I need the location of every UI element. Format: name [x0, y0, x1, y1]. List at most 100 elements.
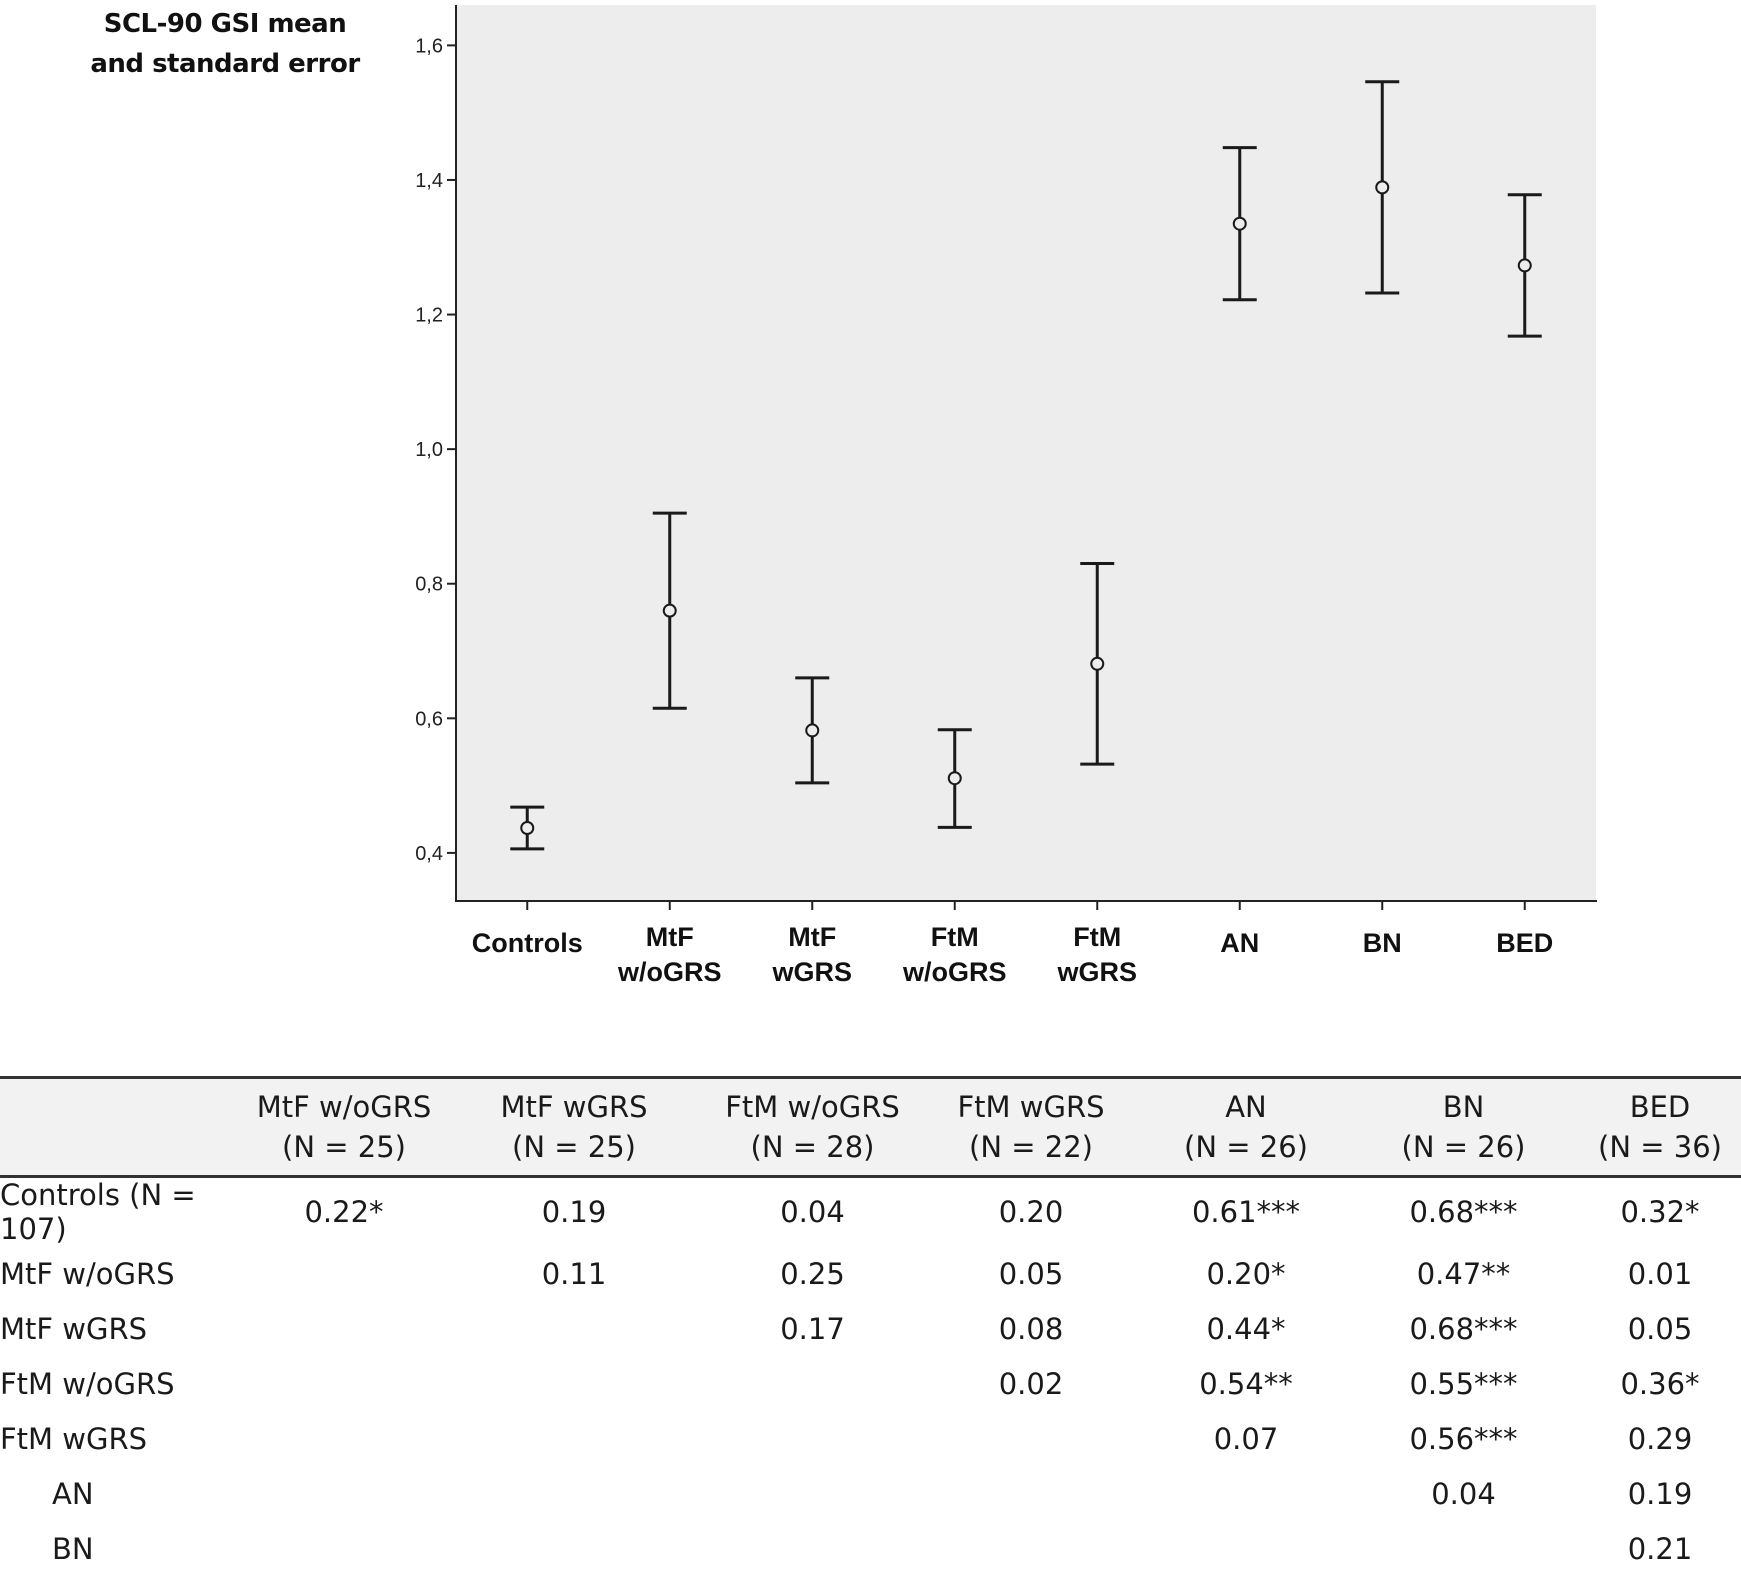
mean-marker — [1517, 258, 1532, 273]
y-tick-label: 1,2 — [415, 305, 443, 327]
table-cell: 0.68*** — [1409, 1195, 1518, 1229]
table-cell: 0.55*** — [1409, 1366, 1518, 1401]
x-tick-label: BED — [1496, 928, 1553, 958]
x-tick-label: AN — [1220, 928, 1259, 958]
column-header: MtF w/oGRS (N = 25) — [234, 1076, 454, 1178]
y-tick-label: 0,4 — [415, 843, 443, 865]
table-cell: 0.54** — [1199, 1366, 1293, 1401]
table-cell — [234, 1521, 454, 1576]
table-cell — [1361, 1521, 1566, 1576]
column-header-name: FtM wGRS — [957, 1090, 1105, 1124]
table-cell — [454, 1521, 694, 1576]
table-cell — [234, 1411, 454, 1466]
column-header-sample-size: (N = 28) — [750, 1130, 875, 1164]
table-cell — [234, 1246, 454, 1301]
row-label: AN — [52, 1476, 94, 1511]
table-row: FtM wGRS 0.07 0.56*** 0.29 — [0, 1411, 1741, 1466]
table-cell: 0.36* — [1620, 1366, 1700, 1401]
plot-area — [456, 5, 1596, 900]
column-header-name: MtF wGRS — [500, 1090, 648, 1124]
table-cell — [454, 1356, 694, 1411]
error-bar — [1507, 193, 1542, 338]
table-header-row: MtF w/oGRS (N = 25) MtF wGRS (N = 25) FtM w/… — [0, 1076, 1741, 1178]
y-tick-label: 0,6 — [415, 708, 443, 730]
table-cell: 0.08 — [998, 1311, 1064, 1346]
table-cell: 0.17 — [780, 1311, 845, 1346]
column-header-sample-size: (N = 22) — [969, 1130, 1093, 1164]
row-label: FtM wGRS — [0, 1421, 148, 1456]
table-cell: 0.04 — [780, 1195, 845, 1229]
table-cell — [1131, 1466, 1361, 1521]
table-cell: 0.11 — [541, 1256, 607, 1291]
table-cell: 0.44* — [1206, 1311, 1286, 1346]
column-header-name: FtM w/oGRS — [725, 1090, 900, 1124]
column-header: BN (N = 26) — [1361, 1076, 1566, 1178]
table-row: AN 0.04 0.19 — [0, 1466, 1741, 1521]
table-cell — [931, 1466, 1131, 1521]
mean-marker — [805, 723, 820, 738]
mean-marker — [520, 820, 535, 835]
error-bar — [937, 728, 972, 829]
table-cell: 0.25 — [780, 1256, 845, 1291]
effect-size-table-container: MtF w/oGRS (N = 25) MtF wGRS (N = 25) FtM w/… — [0, 1076, 1741, 1576]
table-cell — [454, 1466, 694, 1521]
table-cell — [234, 1301, 454, 1356]
mean-marker — [1375, 180, 1390, 195]
y-axis-title: SCL-90 GSI mean and standard error — [90, 9, 360, 79]
x-tick-label: BN — [1363, 928, 1402, 958]
column-header: FtM wGRS (N = 22) — [931, 1076, 1131, 1178]
error-bar — [795, 676, 830, 785]
table-row: Controls (N = 107) 0.22* 0.19 0.04 0.20 0.61*… — [0, 1177, 1741, 1246]
table-cell — [234, 1356, 454, 1411]
row-label: MtF wGRS — [0, 1311, 148, 1346]
table-cell — [694, 1411, 931, 1466]
table-cell — [694, 1521, 931, 1576]
column-header-sample-size: (N = 26) — [1401, 1130, 1526, 1164]
table-cell: 0.21 — [1627, 1531, 1693, 1566]
table-cell: 0.04 — [1431, 1476, 1496, 1511]
table-cell — [931, 1411, 1131, 1466]
table-cell: 0.61*** — [1191, 1195, 1301, 1229]
x-tick-label: FtM wGRS — [1056, 922, 1137, 987]
column-header: AN (N = 26) — [1131, 1076, 1361, 1178]
table-cell — [694, 1356, 931, 1411]
column-header: MtF wGRS (N = 25) — [454, 1076, 694, 1178]
row-label: BN — [52, 1531, 94, 1566]
table-cell: 0.01 — [1627, 1256, 1693, 1291]
table-cell: 0.32* — [1620, 1195, 1700, 1229]
x-tick-label: FtM w/oGRS — [902, 922, 1007, 987]
x-tick-label: Controls — [472, 928, 583, 958]
table-cell — [234, 1466, 454, 1521]
column-header-name: BED — [1629, 1090, 1691, 1124]
column-header-name: BN — [1442, 1090, 1485, 1124]
table-cell: 0.05 — [1627, 1311, 1693, 1346]
table-cell — [1131, 1521, 1361, 1576]
table-row: MtF w/oGRS 0.11 0.25 0.05 0.20* 0.47** 0.01 — [0, 1246, 1741, 1301]
x-tick-label: MtF w/oGRS — [617, 922, 722, 987]
mean-marker — [1232, 216, 1247, 231]
table-cell: 0.20 — [998, 1195, 1064, 1229]
table-cell: 0.56*** — [1409, 1421, 1518, 1456]
error-bar — [1365, 80, 1400, 295]
error-bar — [1222, 146, 1257, 302]
mean-marker — [1090, 656, 1105, 671]
table-cell — [454, 1411, 694, 1466]
table-row: FtM w/oGRS 0.02 0.54** 0.55*** 0.36* — [0, 1356, 1741, 1411]
table-cell: 0.29 — [1627, 1421, 1693, 1456]
row-label: Controls (N = 107) — [0, 1178, 196, 1246]
table-cell: 0.19 — [1627, 1476, 1693, 1511]
column-header-sample-size: (N = 26) — [1184, 1130, 1308, 1164]
table-cell: 0.47** — [1416, 1256, 1511, 1291]
table-cell: 0.19 — [541, 1195, 607, 1229]
y-tick-label: 0,8 — [415, 574, 443, 596]
mean-marker — [662, 603, 677, 618]
header-corner-cell — [0, 1076, 234, 1178]
y-tick-label: 1,4 — [415, 170, 443, 192]
x-tick-label: MtF wGRS — [771, 922, 852, 987]
row-label: FtM w/oGRS — [0, 1366, 175, 1401]
column-header-sample-size: (N = 25) — [282, 1130, 406, 1164]
row-label: MtF w/oGRS — [0, 1256, 175, 1291]
column-header: BED (N = 36) — [1566, 1076, 1741, 1178]
effect-size-table: MtF w/oGRS (N = 25) MtF wGRS (N = 25) FtM w/… — [0, 1076, 1741, 1576]
table-cell — [931, 1521, 1131, 1576]
